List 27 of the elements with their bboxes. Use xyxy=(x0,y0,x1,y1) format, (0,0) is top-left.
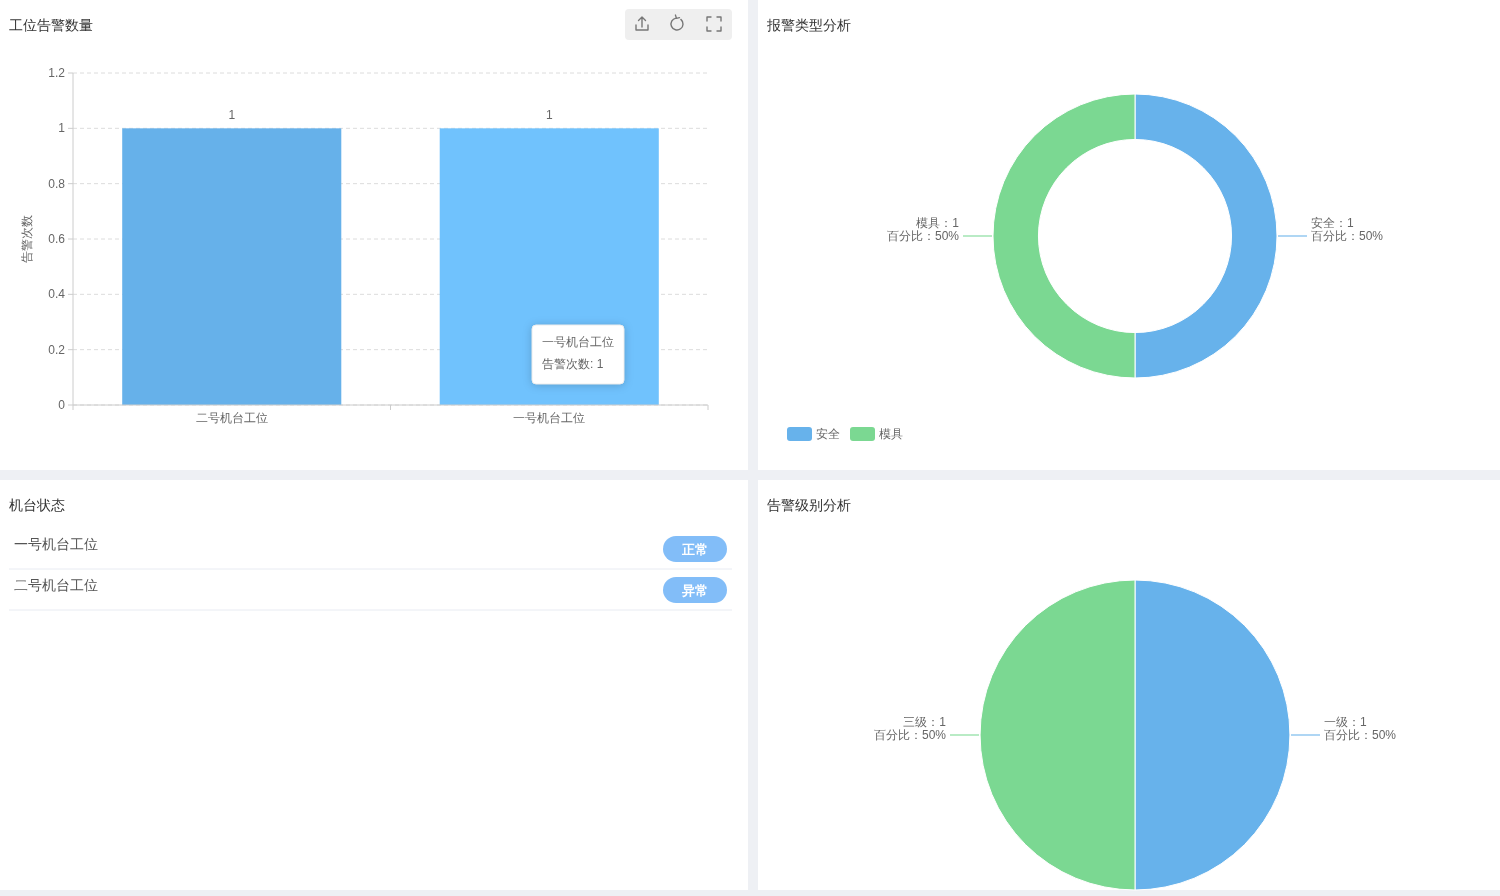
chart-title: 报警类型分析 xyxy=(766,17,851,33)
annotation: 一号机台工位 xyxy=(542,335,614,349)
text: 机台状态 xyxy=(9,497,65,513)
y-tick-label: 1 xyxy=(58,121,66,136)
badge: 正常 xyxy=(663,536,727,562)
chart-title: 工位告警数量 xyxy=(9,17,93,33)
data-label: 安全：1 百分比：50% xyxy=(1311,216,1384,243)
y-tick-label: 1.2 xyxy=(48,66,66,80)
data-label: 模具：1 百分比：50% xyxy=(886,216,960,243)
y-axis-title: 告警次数 xyxy=(20,215,34,263)
y-tick-label: 0.4 xyxy=(48,287,66,302)
badge: 异常 xyxy=(663,577,727,603)
annotation: 告警次数: 1 xyxy=(542,357,604,371)
legend-label: 安全 xyxy=(816,427,840,441)
legend-label: 模具 xyxy=(879,427,903,441)
category-label: 二号机台工位 xyxy=(14,577,98,593)
y-tick-label: 0.2 xyxy=(48,342,66,357)
y-tick-label: 0.8 xyxy=(48,176,66,191)
data-label: 1 xyxy=(545,108,553,123)
data-label: 三级：1 百分比：50% xyxy=(873,715,947,742)
tooltip: 一号机台工位 告警次数: 1 xyxy=(531,324,625,385)
y-tick-label: 0 xyxy=(58,398,66,412)
data-label: 1 xyxy=(228,108,236,123)
chart-title: 告警级别分析 xyxy=(767,497,851,513)
data-label: 一级：1 百分比：50% xyxy=(1324,715,1397,742)
y-tick-label: 0.6 xyxy=(48,232,66,246)
category-label: 一号机台工位 xyxy=(14,536,98,552)
